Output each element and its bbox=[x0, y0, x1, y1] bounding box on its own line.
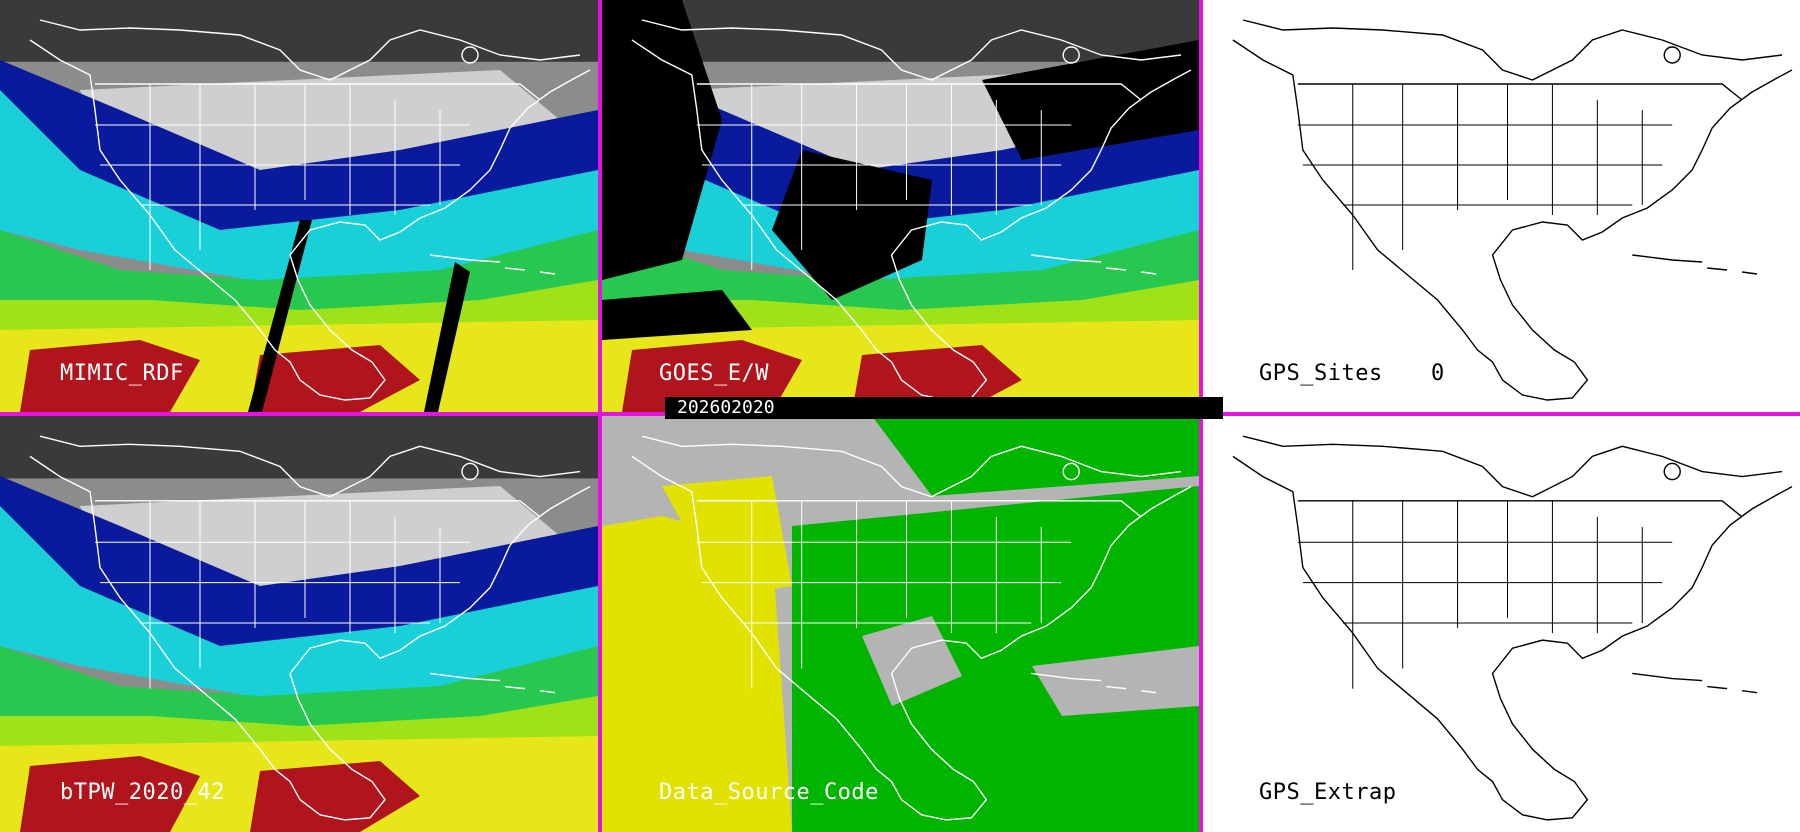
btpw-panel: bTPW_2020_42 bbox=[0, 416, 598, 832]
island-outline bbox=[504, 267, 526, 271]
goes-ew-map bbox=[602, 0, 1199, 412]
lake-outline bbox=[461, 462, 479, 481]
island-outline bbox=[1707, 685, 1728, 690]
gps-extrap-panel: GPS_Extrap bbox=[1203, 416, 1800, 832]
coastline bbox=[641, 435, 1182, 498]
country-border bbox=[1297, 83, 1743, 101]
coastline bbox=[29, 455, 591, 821]
panel-label: bTPW_2020_42 bbox=[60, 780, 225, 805]
island-outline bbox=[1106, 267, 1127, 271]
island-outline bbox=[539, 271, 556, 275]
island-outline bbox=[1031, 672, 1102, 682]
timestamp-bar: 202602020 bbox=[665, 397, 1223, 419]
island-outline bbox=[1141, 689, 1157, 694]
gps-sites-map bbox=[1232, 19, 1793, 401]
country-border bbox=[1297, 500, 1743, 518]
country-border bbox=[696, 500, 1142, 518]
lake-outline bbox=[1663, 462, 1681, 481]
coastline bbox=[1232, 39, 1793, 401]
coastline bbox=[631, 39, 1192, 401]
lake-outline bbox=[461, 46, 479, 64]
country-border bbox=[95, 500, 541, 518]
coastline bbox=[1242, 19, 1783, 81]
island-outline bbox=[1632, 254, 1703, 263]
coastline bbox=[641, 19, 1182, 81]
coastline bbox=[29, 39, 591, 401]
coastline bbox=[39, 435, 581, 498]
country-border bbox=[696, 83, 1142, 101]
island-outline bbox=[539, 689, 556, 694]
island-outline bbox=[429, 254, 501, 263]
gps-extrap-map bbox=[1232, 435, 1793, 821]
island-outline bbox=[1632, 672, 1703, 682]
island-outline bbox=[1707, 267, 1728, 271]
mimic-rdf-panel: MIMIC_RDF bbox=[0, 0, 598, 412]
mimic-rdf-map bbox=[0, 0, 598, 412]
panel-label: GPS_Sites bbox=[1259, 361, 1383, 386]
island-outline bbox=[1031, 254, 1102, 263]
lake-outline bbox=[1062, 462, 1080, 481]
panel-label: GOES_E/W bbox=[659, 361, 769, 386]
island-outline bbox=[1141, 271, 1157, 275]
island-outline bbox=[429, 672, 501, 682]
lake-outline bbox=[1663, 46, 1681, 64]
lake-outline bbox=[1062, 46, 1080, 64]
coastline bbox=[1232, 455, 1793, 821]
panel-label: GPS_Extrap bbox=[1259, 780, 1397, 805]
btpw-map bbox=[0, 416, 598, 832]
island-outline bbox=[504, 685, 526, 690]
gps-sites-count: 0 bbox=[1431, 361, 1445, 386]
island-outline bbox=[1742, 689, 1758, 694]
goes-ew-panel: GOES_E/W bbox=[602, 0, 1199, 412]
data-source-code-map bbox=[602, 416, 1199, 832]
panel-label: MIMIC_RDF bbox=[60, 361, 184, 386]
panel-divider bbox=[598, 0, 602, 832]
coastline bbox=[631, 455, 1192, 821]
gps-sites-panel: GPS_Sites 0 bbox=[1203, 0, 1800, 412]
coastline bbox=[1242, 435, 1783, 498]
island-outline bbox=[1106, 685, 1127, 690]
panel-label: Data_Source_Code bbox=[659, 780, 879, 805]
data-source-code-panel: Data_Source_Code bbox=[602, 416, 1199, 832]
island-outline bbox=[1742, 271, 1758, 275]
coastline bbox=[39, 19, 581, 81]
country-border bbox=[95, 83, 541, 101]
